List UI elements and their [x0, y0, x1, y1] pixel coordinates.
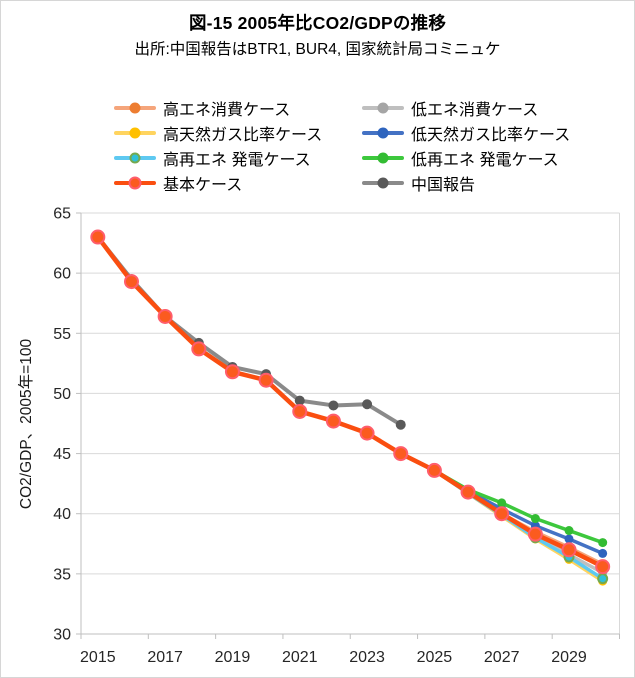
legend-item-china-report[interactable]: 中国報告 — [362, 170, 570, 195]
y-tick-labels: 65 60 55 50 45 40 35 30 — [53, 206, 71, 644]
svg-text:60: 60 — [53, 266, 71, 283]
legend-item-low-energy[interactable]: 低エネ消費ケース — [362, 95, 570, 120]
svg-text:50: 50 — [53, 386, 71, 403]
chart-subtitle: 出所:中国報告はBTR1, BUR4, 国家統計局コミニュケ — [134, 41, 501, 58]
axes — [76, 212, 620, 639]
svg-text:65: 65 — [53, 206, 71, 223]
svg-text:2021: 2021 — [282, 649, 318, 666]
svg-text:55: 55 — [53, 326, 71, 343]
legend-label: 低再エネ 発電ケース — [411, 151, 559, 169]
legend-item-high-renewable[interactable]: 高再エネ 発電ケース — [114, 145, 362, 170]
series-高エネ消費ケース — [93, 232, 608, 569]
legend-marker-icon — [362, 127, 404, 138]
legend-marker-icon — [362, 102, 404, 113]
legend-marker-icon — [114, 152, 156, 163]
svg-text:2027: 2027 — [484, 649, 520, 666]
legend-item-high-gas[interactable]: 高天然ガス比率ケース — [114, 120, 362, 145]
legend-item-low-renewable[interactable]: 低再エネ 発電ケース — [362, 145, 570, 170]
legend-marker-icon — [362, 177, 404, 188]
legend-label: 高エネ消費ケース — [163, 101, 291, 119]
legend-marker-icon — [114, 127, 156, 138]
svg-text:2015: 2015 — [80, 649, 116, 666]
legend-label: 高再エネ 発電ケース — [163, 151, 311, 169]
legend-label: 基本ケース — [163, 176, 243, 194]
gridlines — [81, 212, 620, 634]
chart-title: 図-15 2005年比CO2/GDPの推移 — [188, 13, 447, 33]
series-低天然ガス比率ケース — [93, 232, 608, 558]
legend-marker-icon — [114, 176, 156, 189]
svg-text:35: 35 — [53, 566, 71, 583]
legend-label: 中国報告 — [411, 176, 476, 194]
series-中国報告 — [92, 232, 406, 430]
svg-text:2023: 2023 — [349, 649, 385, 666]
legend-marker-icon — [114, 102, 156, 113]
svg-text:40: 40 — [53, 506, 71, 523]
legend-item-high-energy[interactable]: 高エネ消費ケース — [114, 95, 362, 120]
legend-item-base-case[interactable]: 基本ケース — [114, 170, 362, 195]
series-基本ケース — [90, 229, 611, 575]
legend-item-low-gas[interactable]: 低天然ガス比率ケース — [362, 120, 570, 145]
legend-label: 低天然ガス比率ケース — [411, 126, 571, 144]
svg-text:30: 30 — [53, 627, 71, 644]
legend-label: 低エネ消費ケース — [411, 101, 539, 119]
legend: 高エネ消費ケース 低エネ消費ケース 高天然ガス比率ケース 低天然ガス比率ケース … — [114, 95, 570, 195]
svg-text:45: 45 — [53, 446, 71, 463]
series-低再エネ 発電ケース — [93, 232, 608, 548]
legend-label: 高天然ガス比率ケース — [163, 126, 323, 144]
svg-text:2029: 2029 — [551, 649, 587, 666]
legend-marker-icon — [362, 152, 404, 163]
svg-text:2025: 2025 — [417, 649, 453, 666]
svg-text:2017: 2017 — [147, 649, 183, 666]
svg-text:2019: 2019 — [215, 649, 251, 666]
x-tick-labels: 2015 2017 2019 2021 2023 2025 2027 2029 — [80, 649, 587, 666]
